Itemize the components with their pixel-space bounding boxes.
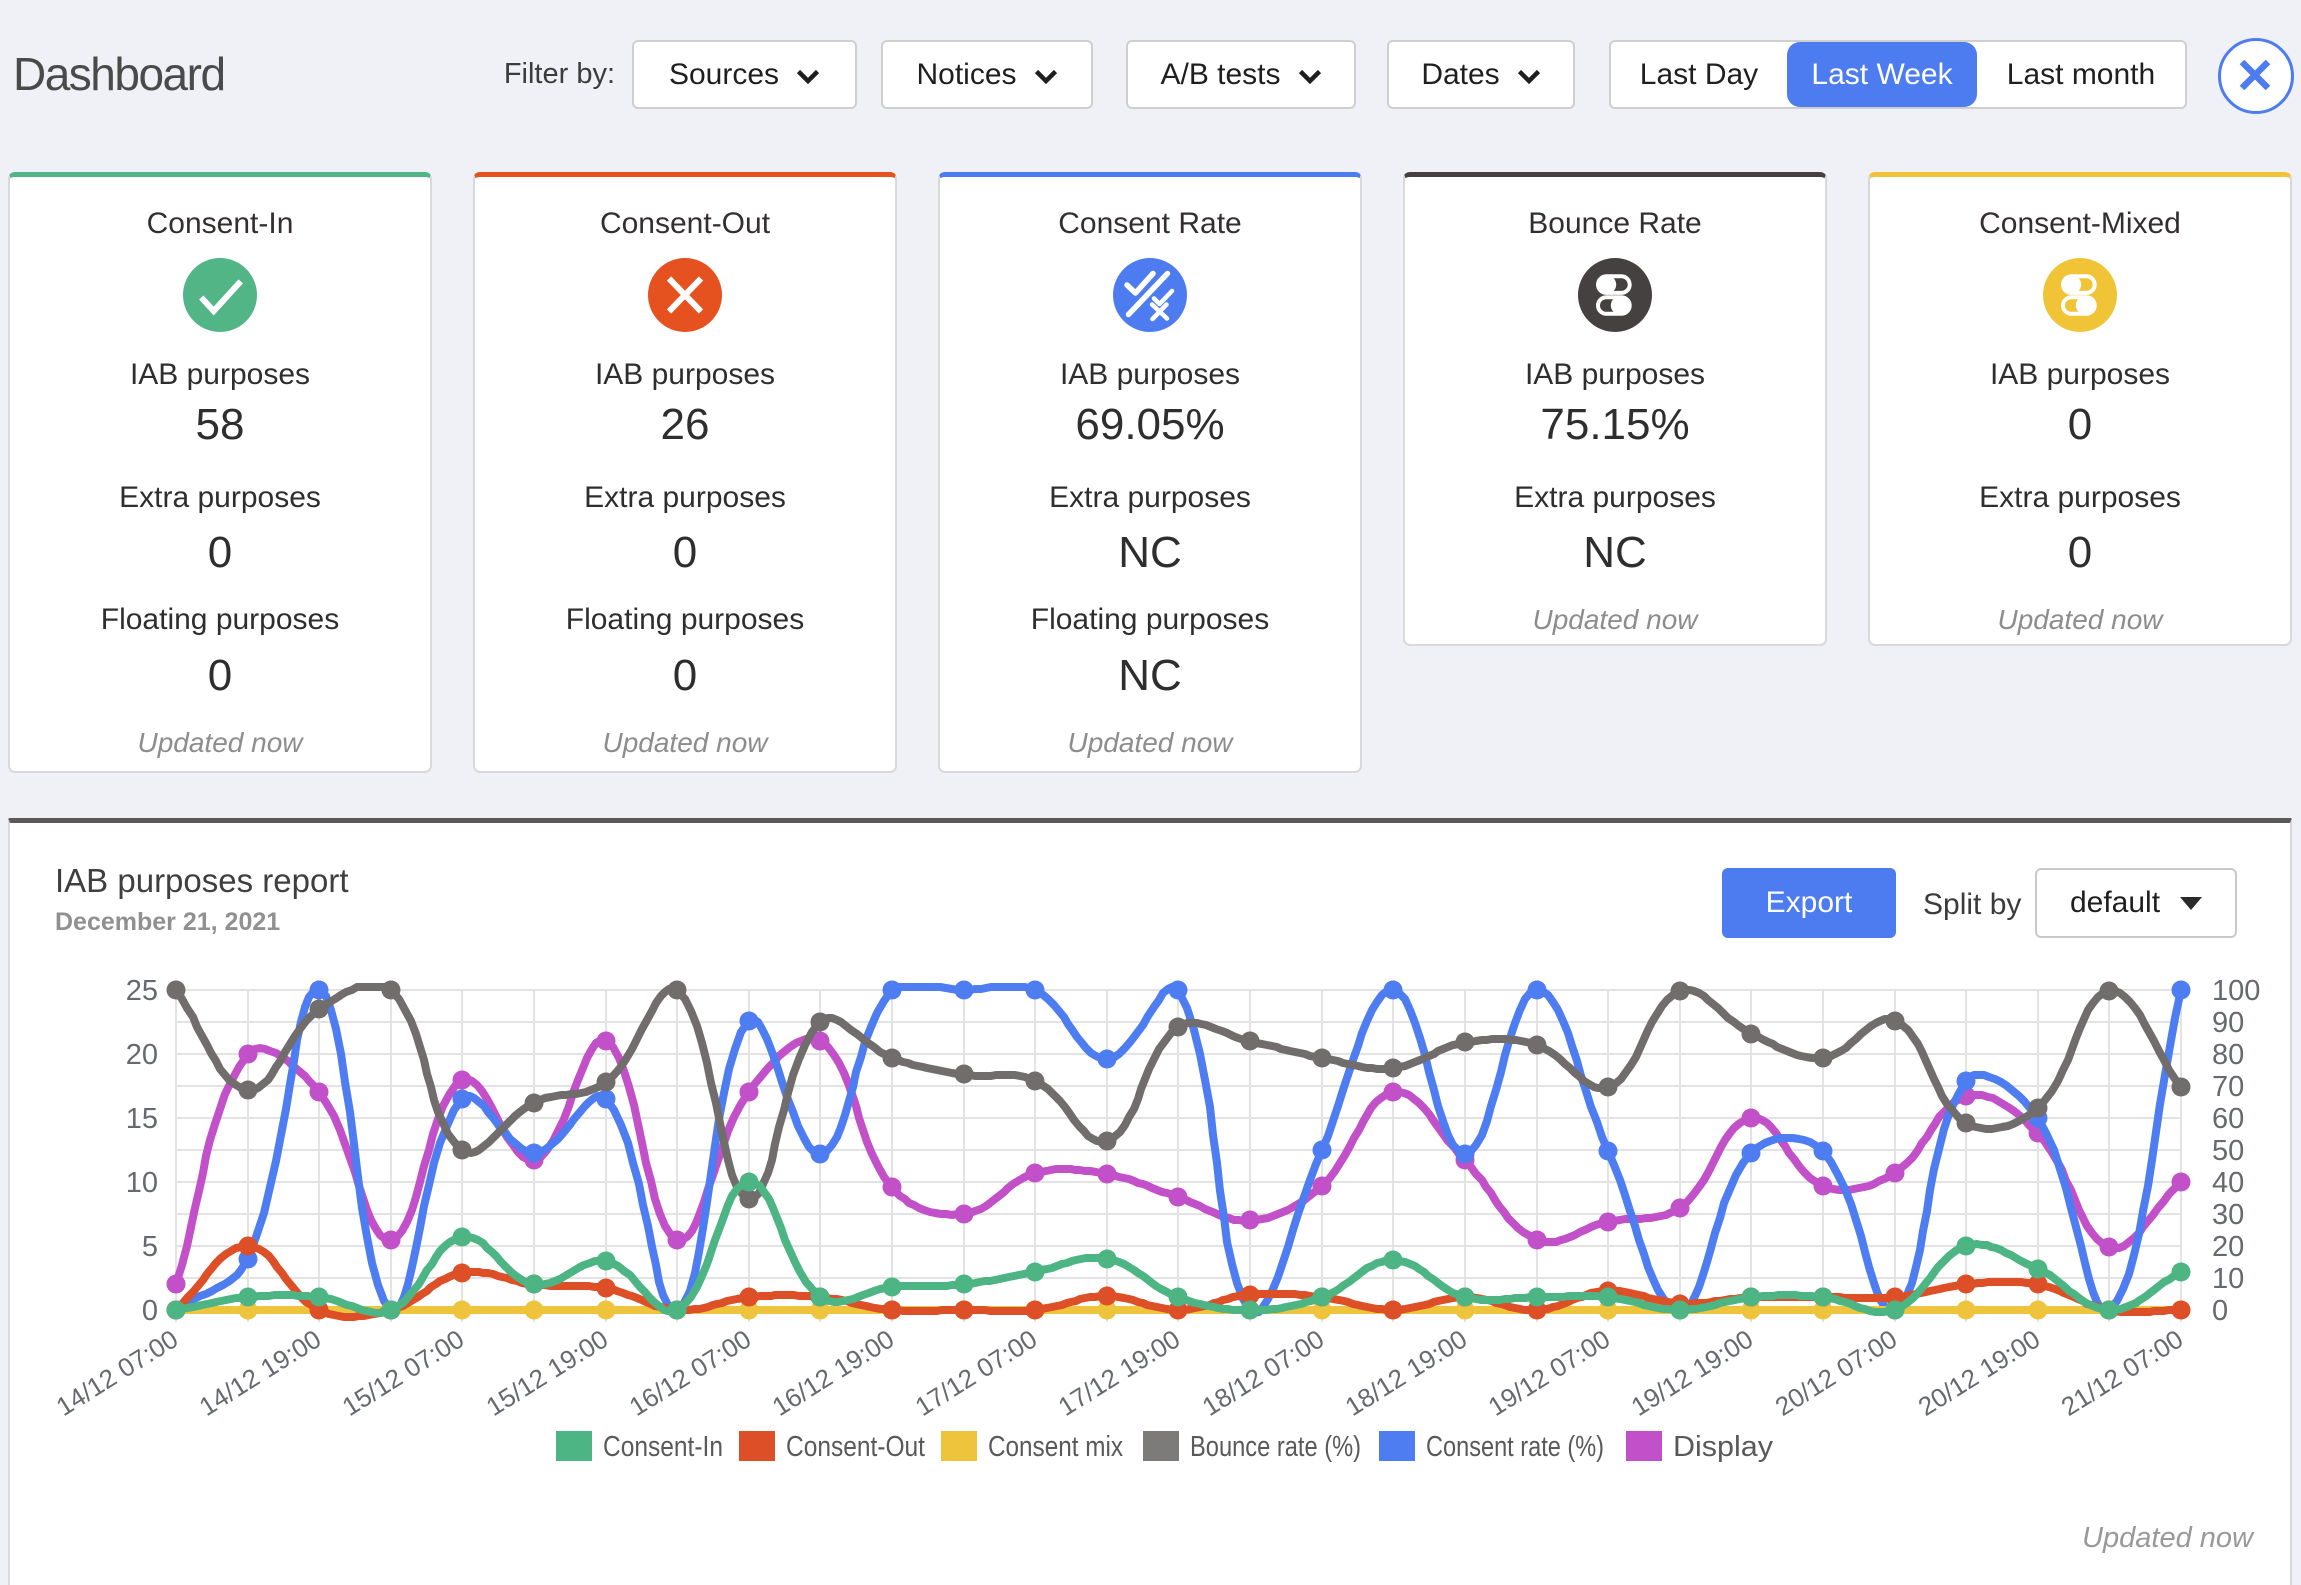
svg-text:19/12 07:00: 19/12 07:00	[1483, 1324, 1615, 1422]
svg-text:40: 40	[2212, 1167, 2244, 1199]
svg-text:17/12 07:00: 17/12 07:00	[910, 1324, 1042, 1422]
svg-text:0: 0	[142, 1295, 158, 1327]
svg-text:100: 100	[2212, 975, 2260, 1007]
svg-text:19/12 19:00: 19/12 19:00	[1626, 1324, 1758, 1422]
svg-text:Consent-Out: Consent-Out	[786, 1431, 925, 1463]
svg-text:20/12 07:00: 20/12 07:00	[1770, 1324, 1902, 1422]
svg-text:10: 10	[2212, 1263, 2244, 1295]
svg-text:18/12 07:00: 18/12 07:00	[1197, 1324, 1329, 1422]
svg-text:20: 20	[126, 1039, 158, 1071]
svg-text:18/12 19:00: 18/12 19:00	[1340, 1324, 1472, 1422]
svg-text:60: 60	[2212, 1103, 2244, 1135]
svg-text:20/12 19:00: 20/12 19:00	[1913, 1324, 2045, 1422]
svg-text:Bounce rate (%): Bounce rate (%)	[1190, 1431, 1361, 1463]
svg-text:25: 25	[126, 975, 158, 1007]
svg-text:21/12 07:00: 21/12 07:00	[2056, 1324, 2188, 1422]
svg-text:16/12 19:00: 16/12 19:00	[767, 1324, 899, 1422]
svg-text:50: 50	[2212, 1135, 2244, 1167]
svg-text:16/12 07:00: 16/12 07:00	[624, 1324, 756, 1422]
svg-text:80: 80	[2212, 1039, 2244, 1071]
svg-text:15/12 19:00: 15/12 19:00	[481, 1324, 613, 1422]
svg-text:Consent-In: Consent-In	[603, 1431, 723, 1463]
svg-text:30: 30	[2212, 1199, 2244, 1231]
svg-text:70: 70	[2212, 1071, 2244, 1103]
svg-text:0: 0	[2212, 1295, 2228, 1327]
svg-text:15/12 07:00: 15/12 07:00	[337, 1324, 469, 1422]
svg-text:14/12 07:00: 14/12 07:00	[51, 1324, 183, 1422]
svg-text:17/12 19:00: 17/12 19:00	[1053, 1324, 1185, 1422]
svg-text:Display: Display	[1673, 1431, 1774, 1463]
svg-text:14/12 19:00: 14/12 19:00	[194, 1324, 326, 1422]
svg-text:90: 90	[2212, 1007, 2244, 1039]
svg-text:Consent mix: Consent mix	[988, 1431, 1123, 1463]
svg-text:10: 10	[126, 1167, 158, 1199]
svg-text:5: 5	[142, 1231, 158, 1263]
svg-text:15: 15	[126, 1103, 158, 1135]
svg-text:20: 20	[2212, 1231, 2244, 1263]
svg-text:Consent rate (%): Consent rate (%)	[1426, 1431, 1604, 1463]
